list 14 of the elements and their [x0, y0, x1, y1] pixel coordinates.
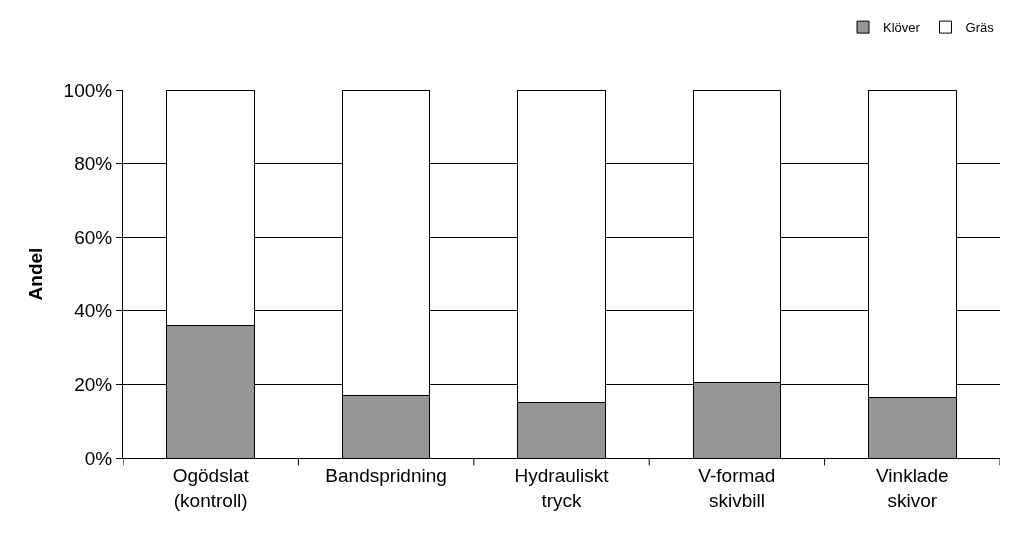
y-tick-label: 100%	[63, 79, 113, 101]
legend-label: Klöver	[883, 20, 921, 36]
x-tick-label: Bandspridning	[325, 464, 447, 486]
x-tick-label: Vinklade skivor	[876, 464, 949, 511]
x-tick-label: Hydrauliskt tryck	[514, 464, 610, 511]
legend-label: Gräs	[965, 20, 995, 36]
x-tick-label: Ogödslat (kontroll)	[172, 464, 250, 511]
y-tick-label: 20%	[74, 374, 113, 396]
y-tick-label: 0%	[84, 447, 113, 469]
y-tick-label: 60%	[74, 226, 113, 248]
x-tick-label: V-formad skivbill	[698, 464, 776, 511]
y-tick-label: 80%	[74, 153, 113, 175]
y-axis-title: Andel	[25, 247, 47, 301]
y-tick-label: 40%	[74, 300, 113, 322]
